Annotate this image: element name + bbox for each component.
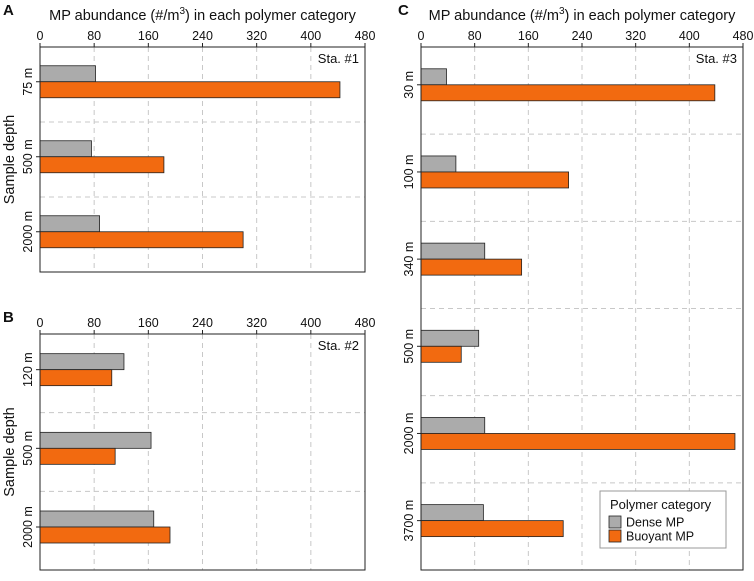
x-tick-label: 320 — [625, 29, 646, 43]
x-tick-label: 240 — [572, 29, 593, 43]
bar-buoyant-75m — [39, 81, 341, 99]
x-tick-label: 160 — [138, 316, 159, 330]
x-axis-title: MP abundance (#/m3) in each polymer cate… — [429, 6, 736, 24]
x-axis-title: MP abundance (#/m3) in each polymer cate… — [49, 6, 356, 24]
bar-buoyant-2000m — [39, 526, 171, 544]
bar-buoyant-3700m — [420, 520, 564, 538]
x-axis-title-tail: ) in each polymer category — [565, 8, 737, 24]
bar-dense-100m — [420, 155, 457, 173]
y-axis-title: Sample depth — [2, 407, 18, 496]
x-axis-title-main: MP abundance (#/m — [429, 8, 559, 24]
x-tick-label: 480 — [733, 29, 754, 43]
x-axis-title-tail: ) in each polymer category — [185, 8, 357, 24]
legend-label-dense: Dense MP — [626, 516, 684, 530]
x-tick-label: 400 — [300, 316, 321, 330]
legend-swatch-buoyant — [608, 529, 622, 543]
legend-label-buoyant: Buoyant MP — [626, 530, 694, 544]
x-tick-label: 80 — [87, 29, 101, 43]
bar-dense-3700m — [420, 504, 484, 522]
bar-buoyant-500m — [420, 345, 462, 363]
x-tick-label: 480 — [355, 316, 376, 330]
bar-buoyant-2000m — [39, 231, 244, 249]
plot-frame — [39, 46, 366, 273]
x-tick-label: 0 — [418, 29, 425, 43]
y-tick-label: 75 m — [21, 68, 35, 96]
bar-dense-500m — [420, 329, 480, 347]
x-tick-label: 0 — [37, 316, 44, 330]
y-tick-label: 2000 m — [21, 506, 35, 548]
x-axis-title-main: MP abundance (#/m — [49, 8, 179, 24]
bar-buoyant-30m — [420, 84, 716, 102]
x-tick-label: 400 — [300, 29, 321, 43]
y-tick-label: 500 m — [402, 329, 416, 364]
bar-buoyant-500m — [39, 156, 165, 174]
bar-dense-500m — [39, 431, 152, 449]
x-axis-title-superscript: 3 — [559, 6, 565, 17]
x-tick-label: 480 — [355, 29, 376, 43]
bar-dense-2000m — [39, 510, 155, 528]
bar-buoyant-2000m — [420, 433, 736, 450]
plot-frame — [39, 333, 366, 571]
y-tick-label: 2000 m — [402, 413, 416, 455]
bar-dense-500m — [39, 140, 92, 158]
y-tick-label: 500 m — [21, 431, 35, 466]
panel-a: A MP abundance (#/m3) in each polymer cat… — [2, 2, 376, 273]
bar-dense-340m — [420, 242, 486, 260]
x-tick-label: 160 — [138, 29, 159, 43]
x-tick-label: 80 — [87, 316, 101, 330]
panel-c: C MP abundance (#/m3) in each polymer cat… — [398, 2, 754, 571]
bar-dense-120m — [39, 353, 125, 371]
x-tick-label: 0 — [37, 29, 44, 43]
bar-buoyant-500m — [39, 447, 116, 465]
bar-buoyant-340m — [420, 258, 523, 276]
panel-b: B 0 80 160 240 320 400 480 120 m 500 m 2000 m Sta. … — [2, 309, 376, 571]
x-tick-label: 240 — [192, 29, 213, 43]
x-tick-label: 400 — [679, 29, 700, 43]
station-label: Sta. #2 — [318, 338, 359, 353]
legend-swatch-dense — [608, 515, 622, 529]
station-label: Sta. #3 — [696, 51, 737, 66]
y-axis-title: Sample depth — [2, 115, 18, 204]
x-tick-label: 80 — [468, 29, 482, 43]
bar-buoyant-100m — [420, 171, 569, 189]
x-tick-label: 320 — [246, 29, 267, 43]
x-tick-label: 240 — [192, 316, 213, 330]
y-tick-label: 340 m — [402, 242, 416, 277]
panel-letter-b: B — [3, 309, 14, 326]
y-tick-label: 3700 m — [402, 500, 416, 542]
y-tick-label: 500 m — [21, 139, 35, 174]
y-tick-label: 2000 m — [21, 211, 35, 253]
panel-letter-c: C — [398, 2, 409, 19]
x-tick-label: 160 — [518, 29, 539, 43]
x-axis-title-superscript: 3 — [179, 6, 185, 17]
y-tick-label: 30 m — [402, 71, 416, 99]
station-label: Sta. #1 — [318, 51, 359, 66]
bar-dense-75m — [39, 65, 96, 83]
x-tick-label: 320 — [246, 316, 267, 330]
bar-buoyant-120m — [39, 369, 113, 387]
plot-frame — [420, 46, 744, 571]
bar-dense-2000m — [420, 417, 486, 434]
bar-dense-30m — [420, 68, 447, 86]
legend-title: Polymer category — [610, 497, 712, 512]
y-tick-label: 120 m — [21, 352, 35, 387]
bar-dense-2000m — [39, 215, 100, 233]
y-tick-label: 100 m — [402, 155, 416, 190]
panel-letter-a: A — [3, 2, 14, 19]
